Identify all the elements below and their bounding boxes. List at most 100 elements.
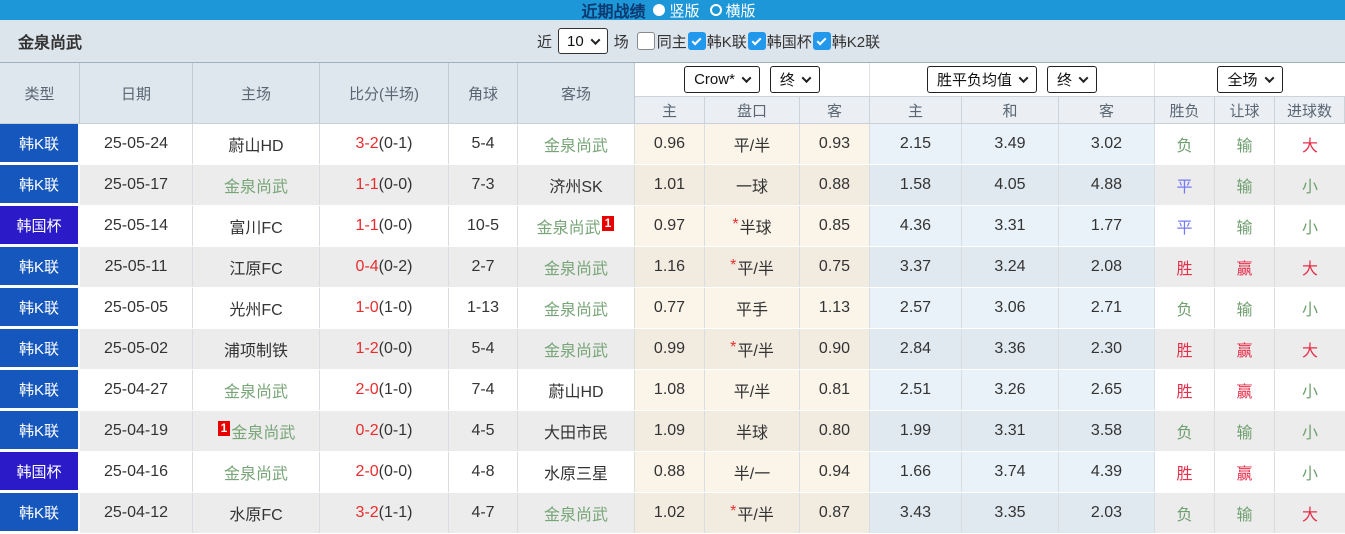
checkbox-韩K2联[interactable] bbox=[812, 32, 831, 50]
header-date: 日期 bbox=[80, 63, 193, 123]
table-row: 韩K联 25-05-17 金泉尚武 1-1 (0-0) 7-3 济州SK 1.01… bbox=[0, 165, 1345, 206]
cell-away-team[interactable]: 金泉尚武 bbox=[518, 288, 635, 328]
cell-handicap: 半/一 bbox=[705, 452, 800, 492]
subheader-avg-home: 主 bbox=[870, 96, 962, 123]
star-icon: * bbox=[732, 216, 739, 233]
cell-away-team[interactable]: 金泉尚武 1 bbox=[518, 206, 635, 246]
scope-select[interactable]: 全场 bbox=[1217, 66, 1283, 93]
cell-home-team[interactable]: 江原FC bbox=[193, 247, 320, 287]
cell-corners: 4-5 bbox=[449, 411, 518, 451]
score-fulltime: 1-1 bbox=[355, 217, 379, 234]
avg-type-select[interactable]: 胜平负均值 bbox=[926, 66, 1037, 93]
cell-home-team[interactable]: 浦项制铁 bbox=[193, 329, 320, 369]
cell-home-team[interactable]: 金泉尚武 bbox=[193, 165, 320, 205]
cell-avg-away: 2.03 bbox=[1059, 493, 1155, 533]
chevron-down-icon bbox=[1078, 73, 1089, 84]
cell-avg-away: 3.58 bbox=[1059, 411, 1155, 451]
table-row: 韩K联 25-04-27 金泉尚武 2-0 (1-0) 7-4 蔚山HD 1.08… bbox=[0, 370, 1345, 411]
cell-result-handicap: 输 bbox=[1215, 165, 1275, 205]
check-icon bbox=[691, 35, 702, 45]
cell-avg-draw: 3.26 bbox=[962, 370, 1059, 410]
cell-score: 3-2 (0-1) bbox=[320, 124, 449, 164]
subheader-odds-home: 主 bbox=[635, 96, 705, 123]
cell-away-team[interactable]: 金泉尚武 bbox=[518, 493, 635, 533]
score-halftime: (0-1) bbox=[378, 422, 413, 439]
cell-odds-away: 0.80 bbox=[800, 411, 870, 451]
header-corners: 角球 bbox=[449, 63, 518, 123]
cell-date: 25-05-24 bbox=[80, 124, 193, 164]
cell-away-team[interactable]: 大田市民 bbox=[518, 411, 635, 451]
score-fulltime: 1-1 bbox=[355, 176, 379, 193]
cell-away-team[interactable]: 金泉尚武 bbox=[518, 124, 635, 164]
score-halftime: (0-0) bbox=[378, 176, 413, 193]
cell-result-handicap: 输 bbox=[1215, 124, 1275, 164]
odds-company-value: Crow* bbox=[694, 71, 735, 88]
cell-odds-home: 1.08 bbox=[635, 370, 705, 410]
cell-result-goals: 大 bbox=[1301, 138, 1318, 155]
cell-away-team[interactable]: 水原三星 bbox=[518, 452, 635, 492]
cell-avg-home: 2.15 bbox=[870, 124, 962, 164]
header-home: 主场 bbox=[193, 63, 320, 123]
cell-result-wdl: 胜 bbox=[1155, 247, 1215, 287]
score-halftime: (0-0) bbox=[378, 340, 413, 357]
cell-odds-away: 0.94 bbox=[800, 452, 870, 492]
cell-avg-away: 2.08 bbox=[1059, 247, 1155, 287]
checkbox-同主[interactable] bbox=[636, 32, 655, 50]
radio-label[interactable]: 竖版 bbox=[669, 2, 700, 20]
radio-unselected-icon[interactable] bbox=[709, 4, 722, 16]
radio-label[interactable]: 横版 bbox=[725, 2, 756, 20]
radio-selected-icon[interactable] bbox=[653, 4, 666, 16]
cell-handicap: * 平/半 bbox=[705, 247, 800, 287]
score-fulltime: 3-2 bbox=[355, 504, 379, 521]
cell-result-goals: 大 bbox=[1301, 343, 1318, 360]
score-halftime: (0-0) bbox=[378, 217, 413, 234]
cell-home-team[interactable]: 金泉尚武 bbox=[193, 452, 320, 492]
odds-period-select[interactable]: 终 bbox=[769, 66, 820, 93]
cell-result-wdl: 负 bbox=[1155, 493, 1215, 533]
cell-corners: 1-13 bbox=[449, 288, 518, 328]
checkbox-label[interactable]: 韩K2联 bbox=[831, 33, 881, 51]
cell-home-team[interactable]: 蔚山HD bbox=[193, 124, 320, 164]
score-halftime: (1-0) bbox=[378, 381, 413, 398]
avg-period-select[interactable]: 终 bbox=[1047, 66, 1098, 93]
cell-home-team[interactable]: 富川FC bbox=[193, 206, 320, 246]
cell-away-team[interactable]: 金泉尚武 bbox=[518, 247, 635, 287]
table-header: 类型 日期 主场 比分(半场) 角球 客场 Crow* 终 胜平负均值 终 bbox=[0, 62, 1345, 124]
subheader-odds-away: 客 bbox=[800, 96, 870, 123]
cell-odds-away: 0.93 bbox=[800, 124, 870, 164]
cell-corners: 7-3 bbox=[449, 165, 518, 205]
star-icon: * bbox=[730, 339, 737, 356]
cell-result-goals: 小 bbox=[1301, 425, 1318, 442]
avg-type-value: 胜平负均值 bbox=[936, 72, 1012, 89]
avg-group-header: 胜平负均值 终 bbox=[870, 63, 1155, 96]
checkbox-label[interactable]: 韩K联 bbox=[706, 33, 747, 51]
cell-avg-away: 4.39 bbox=[1059, 452, 1155, 492]
cell-avg-home: 3.37 bbox=[870, 247, 962, 287]
cell-odds-home: 1.16 bbox=[635, 247, 705, 287]
cell-score: 0-4 (0-2) bbox=[320, 247, 449, 287]
match-count-select[interactable]: 10 bbox=[558, 28, 608, 54]
matches-label: 场 bbox=[613, 33, 629, 51]
check-icon bbox=[816, 35, 827, 45]
cell-home-team[interactable]: 水原FC bbox=[193, 493, 320, 533]
cell-league-type: 韩K联 bbox=[0, 493, 80, 533]
cell-home-team[interactable]: 1 金泉尚武 bbox=[193, 411, 320, 451]
filter-checkboxes: 同主 韩K联 韩国杯 韩K2联 bbox=[629, 31, 880, 52]
cell-away-team[interactable]: 济州SK bbox=[518, 165, 635, 205]
cell-handicap: * 平/半 bbox=[705, 493, 800, 533]
checkbox-韩K联[interactable] bbox=[687, 32, 706, 50]
checkbox-label[interactable]: 同主 bbox=[656, 33, 687, 51]
cell-home-team[interactable]: 金泉尚武 bbox=[193, 370, 320, 410]
scope-value: 全场 bbox=[1227, 72, 1258, 89]
cell-away-team[interactable]: 蔚山HD bbox=[518, 370, 635, 410]
checkbox-label[interactable]: 韩国杯 bbox=[766, 33, 812, 51]
topbar: 近期战绩 竖版 横版 bbox=[0, 0, 1345, 21]
checkbox-韩国杯[interactable] bbox=[747, 32, 766, 50]
cell-league-type: 韩国杯 bbox=[0, 206, 80, 246]
odds-company-select[interactable]: Crow* bbox=[684, 66, 760, 93]
cell-away-team[interactable]: 金泉尚武 bbox=[518, 329, 635, 369]
cell-result-goals: 小 bbox=[1301, 220, 1318, 237]
cell-avg-away: 2.30 bbox=[1059, 329, 1155, 369]
cell-home-team[interactable]: 光州FC bbox=[193, 288, 320, 328]
